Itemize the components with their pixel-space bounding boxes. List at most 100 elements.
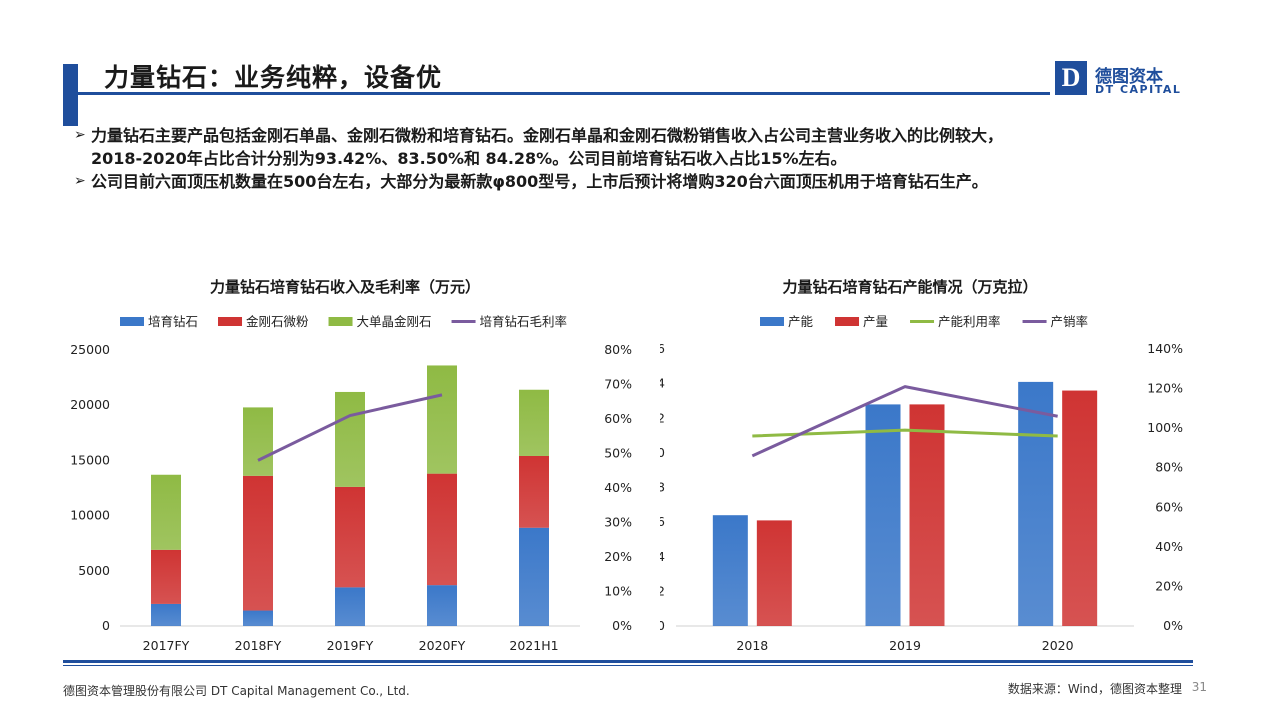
bullet-arrow-icon: ➢ (74, 173, 86, 189)
y2-tick-label: 50% (604, 446, 632, 461)
bullet-text: 2018-2020年占比合计分别为93.42%、83.50%和 84.28%。公… (91, 149, 847, 168)
bullet-item: ➢ 力量钻石主要产品包括金刚石单晶、金刚石微粉和培育钻石。金刚石单晶和金刚石微粉… (74, 124, 1194, 147)
capacity-chart: 力量钻石培育钻石产能情况（万克拉） 产能 产量 产能利用率 产销率 0 2 4 6 8 10 12 14… (660, 278, 1183, 653)
bullet-text: 力量钻石主要产品包括金刚石单晶、金刚石微粉和培育钻石。金刚石单晶和金刚石微粉销售… (91, 126, 1004, 145)
bar-3 (519, 389, 549, 456)
y-tick-label: 0 (660, 618, 665, 633)
x-tick-label: 2018 (736, 638, 768, 653)
x-tick-label: 2020FY (419, 638, 466, 653)
legend-label: 产能利用率 (938, 314, 1001, 329)
bar-3 (427, 365, 457, 474)
x-tick-label: 2020 (1042, 638, 1074, 653)
bar-2 (1062, 390, 1098, 626)
bar-1 (335, 587, 365, 626)
bullet-continuation: 2018-2020年占比合计分别为93.42%、83.50%和 84.28%。公… (74, 147, 1194, 170)
y-tick-label: 10000 (70, 508, 110, 523)
y-tick-label: 4 (660, 549, 665, 564)
y-tick-label: 10 (660, 445, 665, 460)
y-tick-label: 2 (660, 583, 665, 598)
chart-title: 力量钻石培育钻石收入及毛利率（万元） (210, 278, 480, 296)
y-tick-label: 16 (660, 341, 665, 356)
logo-english-name: DT CAPITAL (1095, 83, 1182, 96)
y2-tick-label: 40% (1155, 539, 1183, 554)
y-tick-label: 0 (102, 618, 110, 633)
bar-2 (427, 473, 457, 586)
bar-3 (335, 391, 365, 487)
bar-1 (427, 585, 457, 626)
bar-1 (865, 404, 901, 626)
bar-1 (151, 603, 181, 626)
bullet-list: ➢ 力量钻石主要产品包括金刚石单晶、金刚石微粉和培育钻石。金刚石单晶和金刚石微粉… (74, 124, 1194, 193)
bar-2 (151, 549, 181, 604)
bullet-item: ➢ 公司目前六面顶压机数量在500台左右，大部分为最新款φ800型号，上市后预计… (74, 170, 1194, 193)
y-tick-label: 25000 (70, 342, 110, 357)
legend-swatch (760, 317, 784, 326)
bar-1 (243, 610, 273, 626)
y2-tick-label: 10% (604, 584, 632, 599)
bar-1 (1018, 381, 1054, 626)
y-tick-label: 6 (660, 514, 665, 529)
y2-tick-label: 140% (1147, 341, 1183, 356)
legend-label: 金刚石微粉 (246, 314, 309, 329)
bar-3 (243, 407, 273, 476)
data-source: 数据来源：Wind，德图资本整理 (1007, 682, 1182, 696)
legend-label: 产能 (788, 314, 814, 329)
legend-label: 培育钻石 (148, 314, 198, 329)
x-tick-label: 2021H1 (509, 638, 558, 653)
logo-chinese-name: 德图资本 (1095, 67, 1163, 87)
y-tick-label: 12 (660, 410, 665, 425)
logo-mark: D (1055, 61, 1087, 95)
footer-rule (63, 660, 1193, 663)
bar-3 (151, 474, 181, 550)
bar-2 (335, 486, 365, 588)
legend-label: 培育钻石毛利率 (480, 314, 568, 329)
x-tick-label: 2019FY (327, 638, 374, 653)
legend-label: 产量 (863, 314, 888, 329)
y2-tick-label: 60% (604, 411, 632, 426)
footer-right: 数据来源：Wind，德图资本整理 (1008, 680, 1182, 697)
bar-1 (712, 515, 748, 626)
y2-tick-label: 40% (604, 480, 632, 495)
bar-2 (519, 455, 549, 528)
y-tick-label: 8 (660, 480, 665, 495)
y2-tick-label: 70% (604, 377, 632, 392)
x-tick-label: 2017FY (143, 638, 190, 653)
y-tick-label: 14 (660, 376, 665, 391)
y2-tick-label: 20% (1155, 578, 1183, 593)
legend-swatch (328, 317, 353, 326)
bar-2 (243, 475, 273, 611)
company-name: 德图资本管理股份有限公司 DT Capital Management Co., … (63, 684, 410, 698)
bar-2 (756, 520, 792, 626)
y2-tick-label: 0% (1163, 618, 1183, 633)
legend-swatch (120, 317, 144, 326)
y2-tick-label: 100% (1147, 420, 1183, 435)
y2-tick-label: 20% (604, 549, 632, 564)
legend-label: 产销率 (1051, 314, 1089, 329)
x-tick-label: 2019 (889, 638, 921, 653)
page-number: 31 (1191, 680, 1207, 694)
legend-label: 大单晶金刚石 (357, 314, 432, 329)
y2-tick-label: 120% (1147, 381, 1183, 396)
y2-tick-label: 0% (612, 618, 632, 633)
page-title: 力量钻石：业务纯粹，设备优 (104, 63, 443, 92)
y2-tick-label: 80% (604, 342, 632, 357)
y-tick-label: 20000 (70, 397, 110, 412)
y2-tick-label: 30% (604, 515, 632, 530)
footer-rule-thin (63, 665, 1193, 666)
series-line (257, 393, 443, 462)
y2-tick-label: 60% (1155, 499, 1183, 514)
legend-swatch (835, 317, 860, 326)
bullet-arrow-icon: ➢ (74, 127, 86, 143)
bar-2 (909, 404, 945, 626)
y2-tick-label: 80% (1155, 460, 1183, 475)
bar-1 (519, 527, 549, 626)
legend-swatch (218, 317, 243, 326)
revenue-margin-chart: 力量钻石培育钻石收入及毛利率（万元） 培育钻石 金刚石微粉 大单晶金刚石 培育钻石毛利率… (70, 278, 632, 653)
chart-title: 力量钻石培育钻石产能情况（万克拉） (782, 278, 1037, 296)
series-line (751, 385, 1058, 458)
y-tick-label: 5000 (78, 563, 110, 578)
y-tick-label: 15000 (70, 452, 110, 467)
dt-capital-logo: D 德图资本 DT CAPITAL (1055, 61, 1195, 97)
x-tick-label: 2018FY (235, 638, 282, 653)
bullet-text: 公司目前六面顶压机数量在500台左右，大部分为最新款φ800型号，上市后预计将增… (91, 172, 988, 191)
